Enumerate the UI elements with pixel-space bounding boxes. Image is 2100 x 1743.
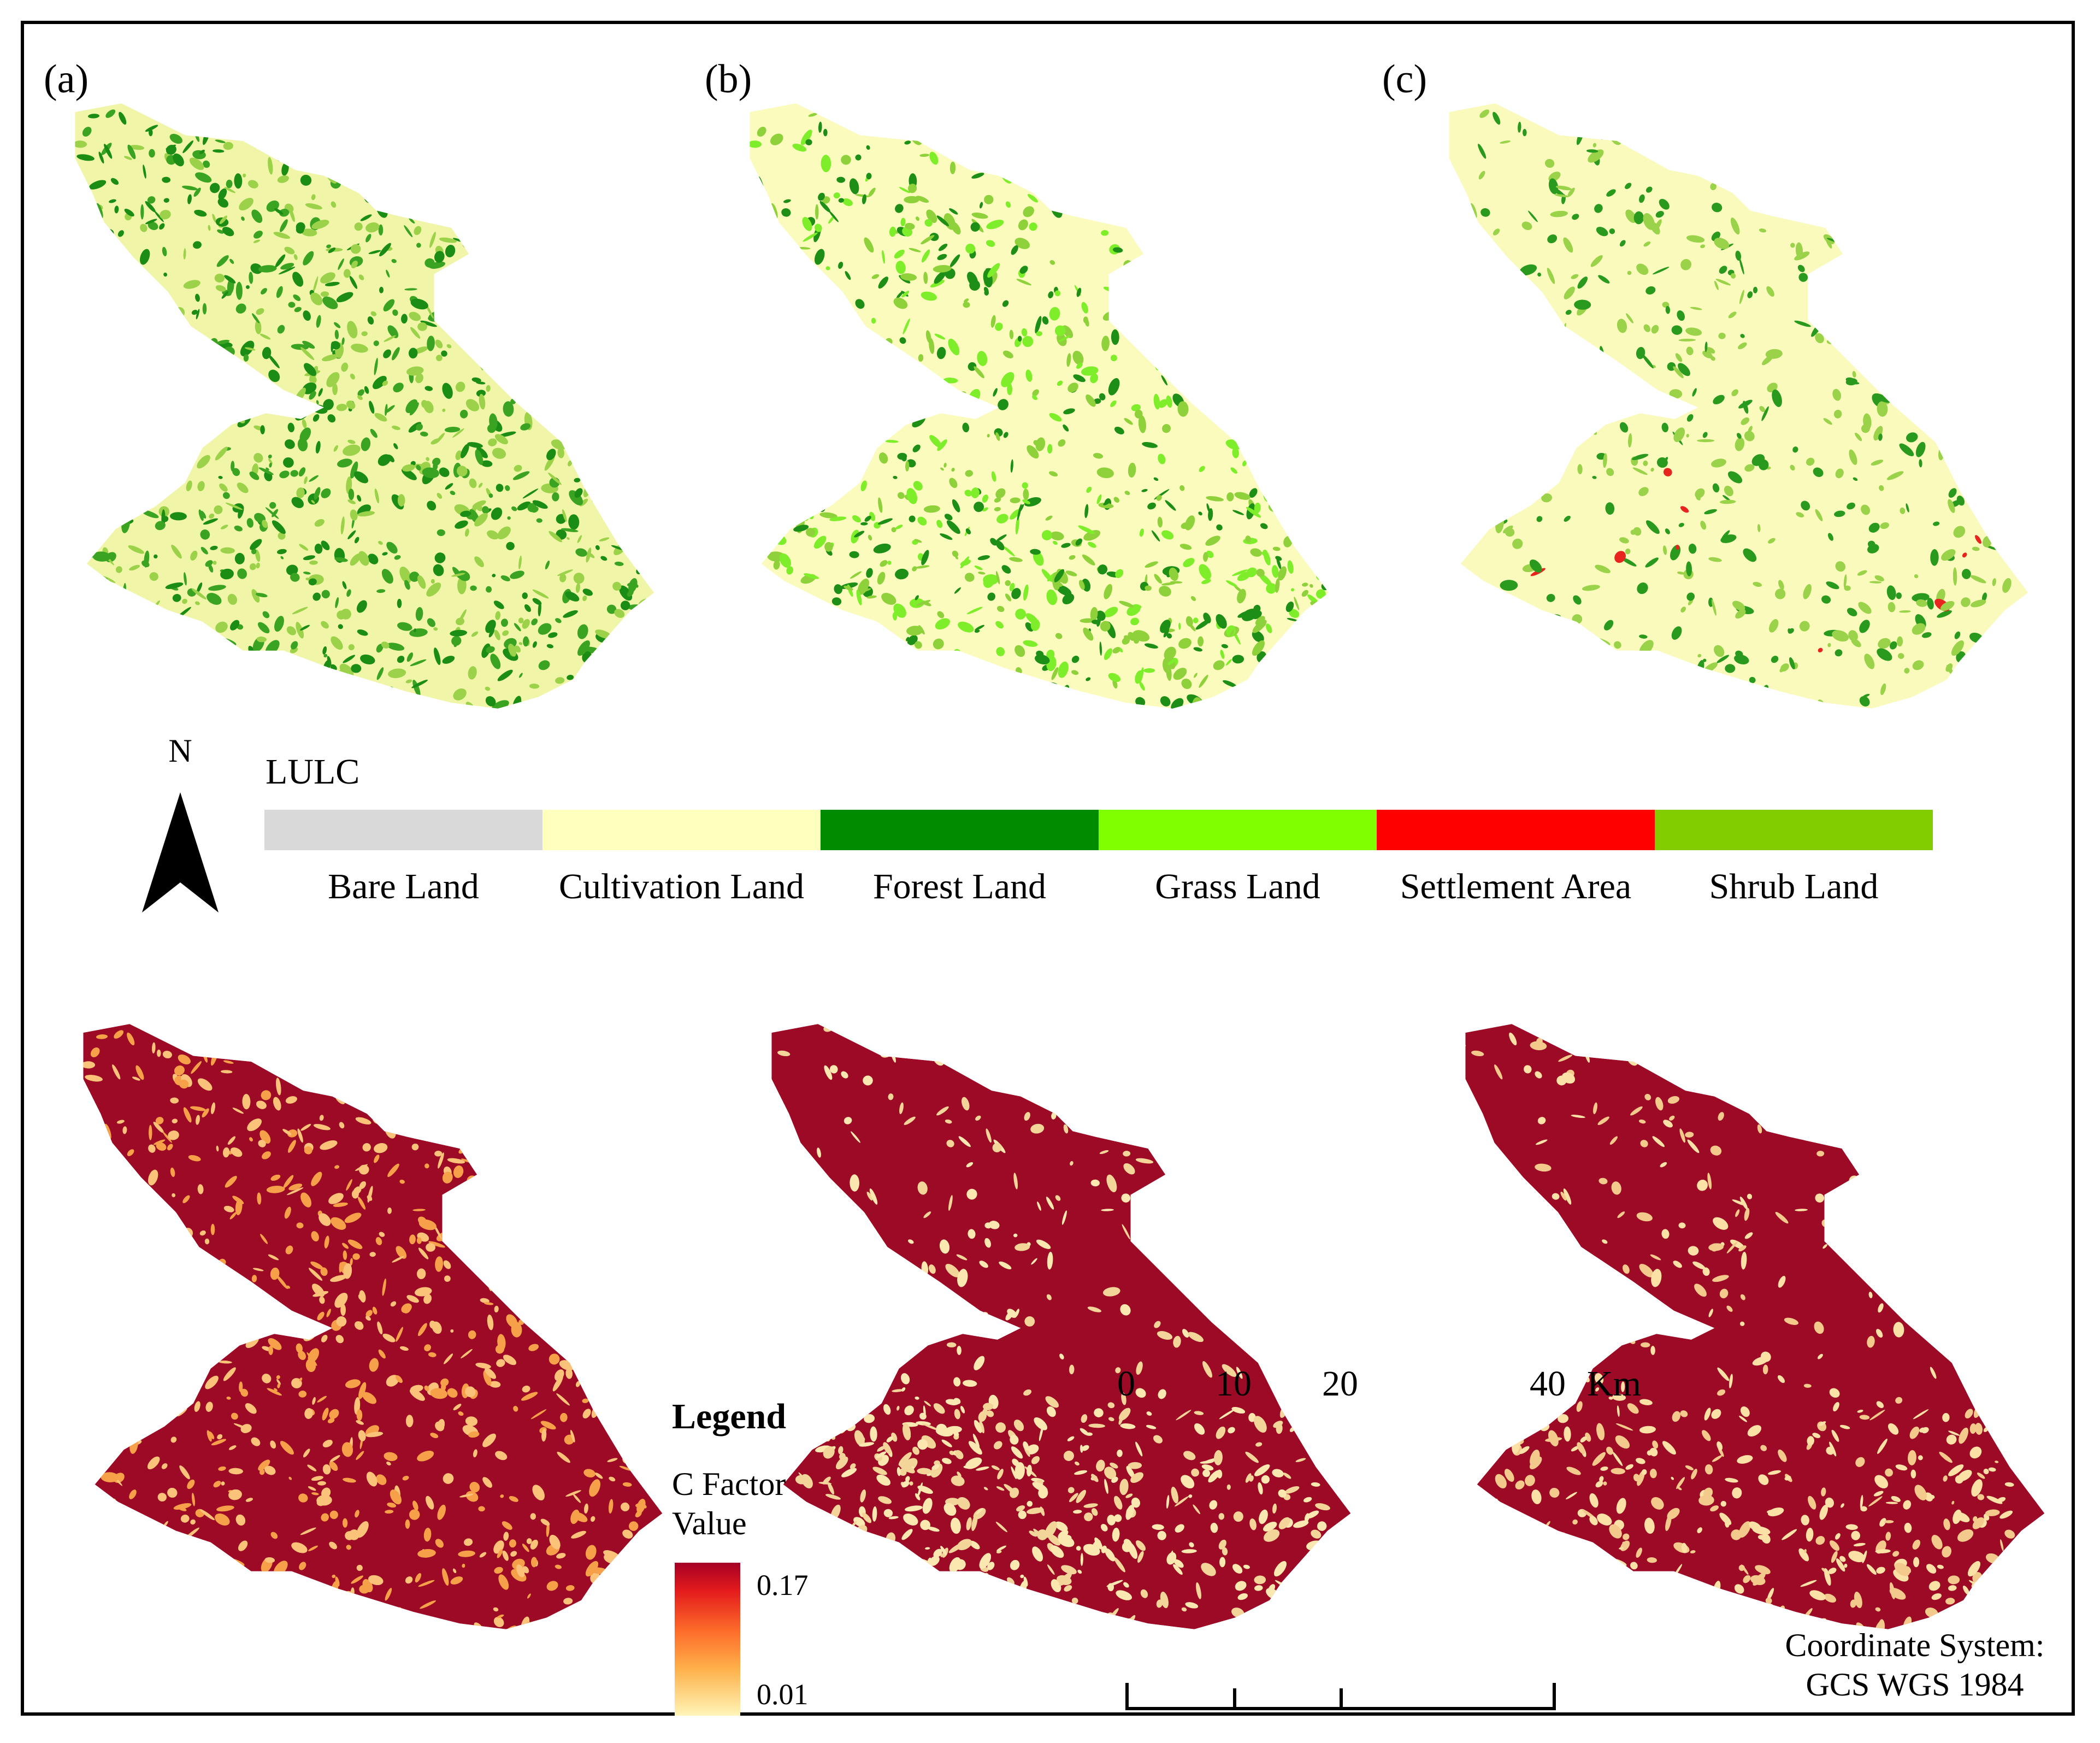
lulc-label-forest-land: Forest Land: [872, 867, 1047, 906]
coordinate-system-note: Coordinate System: GCS WGS 1984: [1762, 1626, 2068, 1704]
panel-label-a: (a): [44, 57, 89, 102]
lulc-swatch-forest-land: [821, 810, 1099, 850]
lulc-map-b: [750, 103, 1329, 709]
scale-tick-label-40: 40: [1530, 1364, 1566, 1404]
north-arrow-icon: [142, 792, 219, 912]
lulc-label-cultivation-land: Cultivation Land: [558, 867, 805, 906]
lulc-label-shrub-land: Shrub Land: [1709, 867, 1879, 906]
north-arrow: N: [131, 732, 229, 929]
c-factor-max-label: 0.17: [757, 1569, 809, 1601]
scale-unit: Km: [1587, 1364, 1641, 1404]
north-letter: N: [168, 733, 192, 769]
lulc-map-a: [75, 103, 654, 709]
c-factor-min-label: 0.01: [757, 1678, 809, 1711]
c-factor-color-ramp: [675, 1563, 740, 1716]
scale-tick-label-20: 20: [1322, 1364, 1358, 1404]
c-factor-legend-subtitle: C Factor Value: [672, 1464, 786, 1543]
lulc-swatch-bare-land: [264, 810, 542, 850]
c-factor-map-b: [771, 1024, 1351, 1629]
coordinate-system-line2: GCS WGS 1984: [1806, 1667, 2024, 1703]
figure-frame: [21, 21, 2075, 1716]
c-factor-legend-title: Legend: [672, 1397, 787, 1436]
c-factor-subtitle-line2: Value: [672, 1505, 747, 1541]
scale-bar-line: [1125, 1683, 1556, 1710]
lulc-label-bare-land: Bare Land: [328, 867, 479, 906]
lulc-label-settlement-area: Settlement Area: [1400, 867, 1632, 906]
coordinate-system-line1: Coordinate System:: [1785, 1627, 2045, 1663]
scale-tick-label-10: 10: [1216, 1364, 1252, 1404]
lulc-map-c: [1449, 103, 2028, 709]
panel-label-c: (c): [1382, 57, 1427, 102]
c-factor-map-a: [83, 1024, 663, 1629]
lulc-swatch-settlement-area: [1377, 810, 1655, 850]
lulc-swatch-shrub-land: [1655, 810, 1933, 850]
scale-tick-label-0: 0: [1117, 1364, 1135, 1404]
lulc-label-grass-land: Grass Land: [1155, 867, 1320, 906]
panel-label-b: (b): [705, 57, 752, 102]
lulc-swatch-grass-land: [1099, 810, 1377, 850]
lulc-swatch-cultivation-land: [542, 810, 821, 850]
lulc-legend-title: LULC: [266, 752, 360, 792]
c-factor-subtitle-line1: C Factor: [672, 1466, 786, 1502]
c-factor-map-c: [1465, 1024, 2045, 1629]
